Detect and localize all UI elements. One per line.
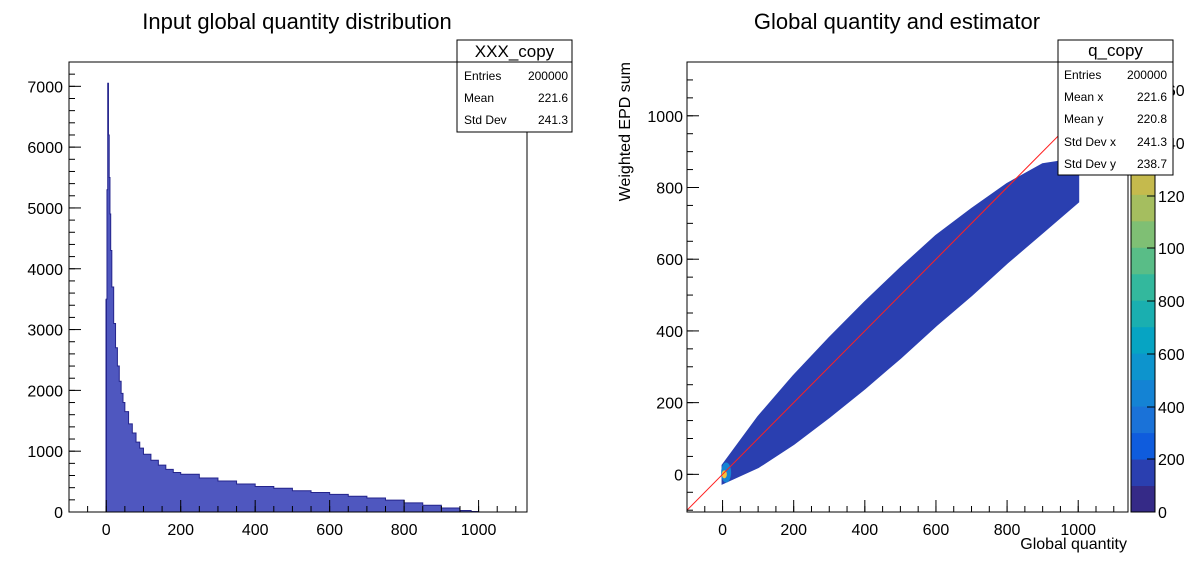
left-y-axis: 0 1000 2000 3000 4000 5000 6000 7000 xyxy=(27,61,81,522)
heatmap-density-band xyxy=(721,157,1080,485)
right-stats-box: q_copy Entries 200000 Mean x 221.6 Mean … xyxy=(1057,39,1174,176)
palette-swatch xyxy=(1131,326,1155,354)
palette-tick-label: 100 xyxy=(1158,241,1185,258)
palette-swatch xyxy=(1131,432,1155,460)
right-x-tick-label: 400 xyxy=(851,522,878,539)
palette-tick-label: 120 xyxy=(1158,189,1185,206)
heatmap-peak xyxy=(721,470,727,479)
palette-tick-label: 0 xyxy=(1158,505,1167,522)
palette-swatch xyxy=(1131,353,1155,381)
palette-swatch xyxy=(1131,406,1155,434)
right-stats-value-0: 200000 xyxy=(1127,68,1167,82)
right-x-tick-label: 1000 xyxy=(1060,522,1096,539)
right-y-tick-label: 1000 xyxy=(647,109,683,126)
palette-swatch xyxy=(1131,194,1155,222)
palette-tick-label: 200 xyxy=(1158,452,1185,469)
left-y-tick-label: 2000 xyxy=(27,383,63,400)
left-chart-title: Input global quantity distribution xyxy=(142,9,451,34)
left-y-tick-label: 0 xyxy=(54,505,63,522)
right-y-tick-label: 200 xyxy=(656,396,683,413)
palette-swatch xyxy=(1131,273,1155,301)
left-stats-frame xyxy=(456,39,573,133)
palette-swatch xyxy=(1131,485,1155,513)
right-y-tick-label: 600 xyxy=(656,252,683,269)
right-stats-label-2: Mean y xyxy=(1064,112,1103,126)
right-chart-title: Global quantity and estimator xyxy=(754,9,1040,34)
left-stats-label-0: Entries xyxy=(464,69,501,83)
fit-line xyxy=(686,65,1129,511)
palette-swatch xyxy=(1131,220,1155,248)
left-x-tick-label: 200 xyxy=(167,522,194,539)
right-y-axis-label: Weighted EPD sum xyxy=(617,62,634,201)
right-y-axis: 0 200 400 600 800 1000 xyxy=(647,61,699,511)
right-stats-label-3: Std Dev x xyxy=(1064,135,1116,149)
left-y-tick-label: 7000 xyxy=(27,79,63,96)
right-x-axis: 0 200 400 600 800 1000 xyxy=(686,500,1115,539)
palette-swatch xyxy=(1131,379,1155,407)
palette-tick-label: 600 xyxy=(1158,347,1185,364)
left-y-tick-label: 3000 xyxy=(27,323,63,340)
left-y-tick-label: 4000 xyxy=(27,262,63,279)
right-stats-label-4: Std Dev y xyxy=(1064,157,1116,171)
right-x-tick-label: 200 xyxy=(780,522,807,539)
right-y-tick-label: 0 xyxy=(674,467,683,484)
left-x-axis: 0 200 400 600 800 1000 xyxy=(68,500,517,539)
left-x-tick-label: 1000 xyxy=(461,522,497,539)
right-stats-value-1: 221.6 xyxy=(1137,90,1167,104)
left-stats-box: XXX_copy Entries 200000 Mean 221.6 Std D… xyxy=(456,39,573,133)
right-stats-value-2: 220.8 xyxy=(1137,112,1167,126)
palette-swatch xyxy=(1131,300,1155,328)
left-y-tick-label: 5000 xyxy=(27,201,63,218)
right-plot-area xyxy=(686,65,1129,511)
right-chart: Global quantity and estimator 0 200 400 600… xyxy=(617,9,1185,553)
left-y-tick-label: 1000 xyxy=(27,444,63,461)
right-stats-value-3: 241.3 xyxy=(1137,135,1167,149)
palette-axis: 0200400600800100120140160 xyxy=(1147,83,1185,522)
right-x-tick-label: 0 xyxy=(718,522,727,539)
histogram-bars xyxy=(105,82,480,513)
right-x-tick-label: 600 xyxy=(923,522,950,539)
right-x-tick-label: 800 xyxy=(994,522,1021,539)
left-stats-value-0: 200000 xyxy=(528,69,568,83)
right-x-axis-label: Global quantity xyxy=(1020,536,1127,553)
left-y-tick-label: 6000 xyxy=(27,140,63,157)
left-x-tick-label: 0 xyxy=(102,522,111,539)
left-frame xyxy=(68,61,528,513)
right-y-tick-label: 400 xyxy=(656,324,683,341)
left-stats-value-1: 221.6 xyxy=(538,91,568,105)
palette-swatch xyxy=(1131,247,1155,275)
right-y-tick-label: 800 xyxy=(656,180,683,197)
left-x-tick-label: 800 xyxy=(391,522,418,539)
left-stats-value-2: 241.3 xyxy=(538,113,568,127)
right-stats-label-1: Mean x xyxy=(1064,90,1103,104)
left-x-tick-label: 400 xyxy=(242,522,269,539)
left-stats-label-2: Std Dev xyxy=(464,113,507,127)
right-stats-name: q_copy xyxy=(1088,41,1143,60)
right-stats-frame xyxy=(1057,39,1174,176)
left-plot-area xyxy=(105,82,480,513)
left-stats-label-1: Mean xyxy=(464,91,494,105)
left-chart: Input global quantity distribution 0 200 4… xyxy=(27,9,573,539)
left-x-tick-label: 600 xyxy=(316,522,343,539)
palette-swatch xyxy=(1131,459,1155,487)
right-stats-value-4: 238.7 xyxy=(1137,157,1167,171)
palette-tick-label: 800 xyxy=(1158,294,1185,311)
right-frame xyxy=(686,61,1129,513)
left-stats-name: XXX_copy xyxy=(475,42,555,61)
palette-tick-label: 400 xyxy=(1158,400,1185,417)
right-stats-label-0: Entries xyxy=(1064,68,1101,82)
